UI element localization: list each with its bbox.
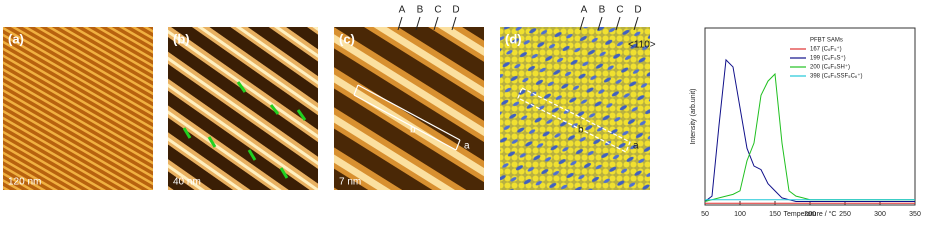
scale-label: 7 nm: [339, 177, 361, 188]
row-label: B: [417, 5, 424, 16]
arrows: [182, 81, 307, 179]
stm-image: [168, 27, 318, 190]
guide-lines: [353, 84, 461, 151]
point-label: a: [464, 141, 470, 152]
legend-label: 200 (C₆F₅SH⁺): [810, 64, 850, 71]
row-label: D: [452, 5, 459, 16]
legend-label: 167 (C₆F₅⁺): [810, 46, 842, 53]
legend-label: 398 (C₆F₅SSF₅C₆⁺): [810, 73, 863, 80]
figure: (a) 120 nm (b) 40 nm A B C D a b (c) 7 n…: [3, 5, 921, 218]
guide-lines: [517, 87, 631, 153]
row-arrows: [579, 16, 639, 31]
row-label: A: [399, 5, 406, 16]
x-tick-label: 300: [874, 211, 886, 218]
panel-label: (c): [339, 31, 355, 46]
x-tick-label: 150: [769, 211, 781, 218]
x-tick-label: 250: [839, 211, 851, 218]
series-line: [704, 58, 915, 202]
panel-d: A B C D <110> a b (d): [500, 5, 656, 190]
scale-label: 120 nm: [8, 177, 41, 188]
direction-label: <110>: [628, 40, 656, 51]
x-tick-label: 50: [701, 211, 709, 218]
row-label: B: [599, 5, 606, 16]
point-label: b: [578, 125, 584, 136]
panel-label: (b): [173, 31, 190, 46]
stm-image: [3, 27, 153, 190]
x-tick-label: 100: [734, 211, 746, 218]
panel-b: (b) 40 nm: [168, 27, 318, 190]
panel-label: (a): [8, 31, 24, 46]
model-overlay: [500, 27, 650, 190]
point-label: b: [410, 125, 416, 136]
legend-label: 199 (C₆F₅S⁺): [810, 55, 846, 62]
point-label: a: [633, 141, 639, 152]
series-line: [704, 72, 915, 202]
row-arrows: [397, 16, 457, 31]
panel-a: (a) 120 nm: [3, 27, 153, 190]
stm-image: [334, 27, 484, 190]
x-tick-label: 350: [909, 211, 921, 218]
plot-frame: [704, 27, 916, 206]
legend-title: PFBT SAMs: [810, 38, 843, 44]
x-tick-label: 200: [804, 211, 816, 218]
y-axis-label: Intensity (arb.unit): [690, 88, 697, 144]
row-label: C: [616, 5, 623, 16]
row-label: D: [634, 5, 641, 16]
row-label: C: [434, 5, 441, 16]
scale-label: 40 nm: [173, 177, 201, 188]
chart: 50 100 150 200 250 300 350 Temperature / °C Inte…: [690, 27, 921, 218]
row-label: A: [581, 5, 588, 16]
panel-label: (d): [505, 31, 522, 46]
panel-c: A B C D a b (c) 7 nm: [334, 5, 484, 190]
x-axis-label: Temperature / °C: [784, 210, 837, 218]
